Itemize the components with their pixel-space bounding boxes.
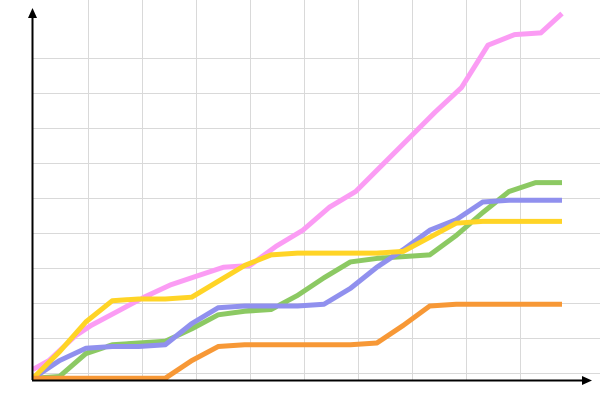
- axes: [28, 8, 592, 385]
- horizontal-gridlines: [32, 58, 600, 374]
- y-axis-arrowhead: [28, 8, 37, 18]
- series-line-pink-series: [31, 11, 564, 372]
- series-line-orange-series: [33, 301, 562, 381]
- x-axis-arrowhead: [582, 376, 592, 385]
- series-line-yellow-series: [31, 218, 562, 381]
- series-line-purple-series: [31, 197, 562, 381]
- series-lines: [31, 11, 564, 381]
